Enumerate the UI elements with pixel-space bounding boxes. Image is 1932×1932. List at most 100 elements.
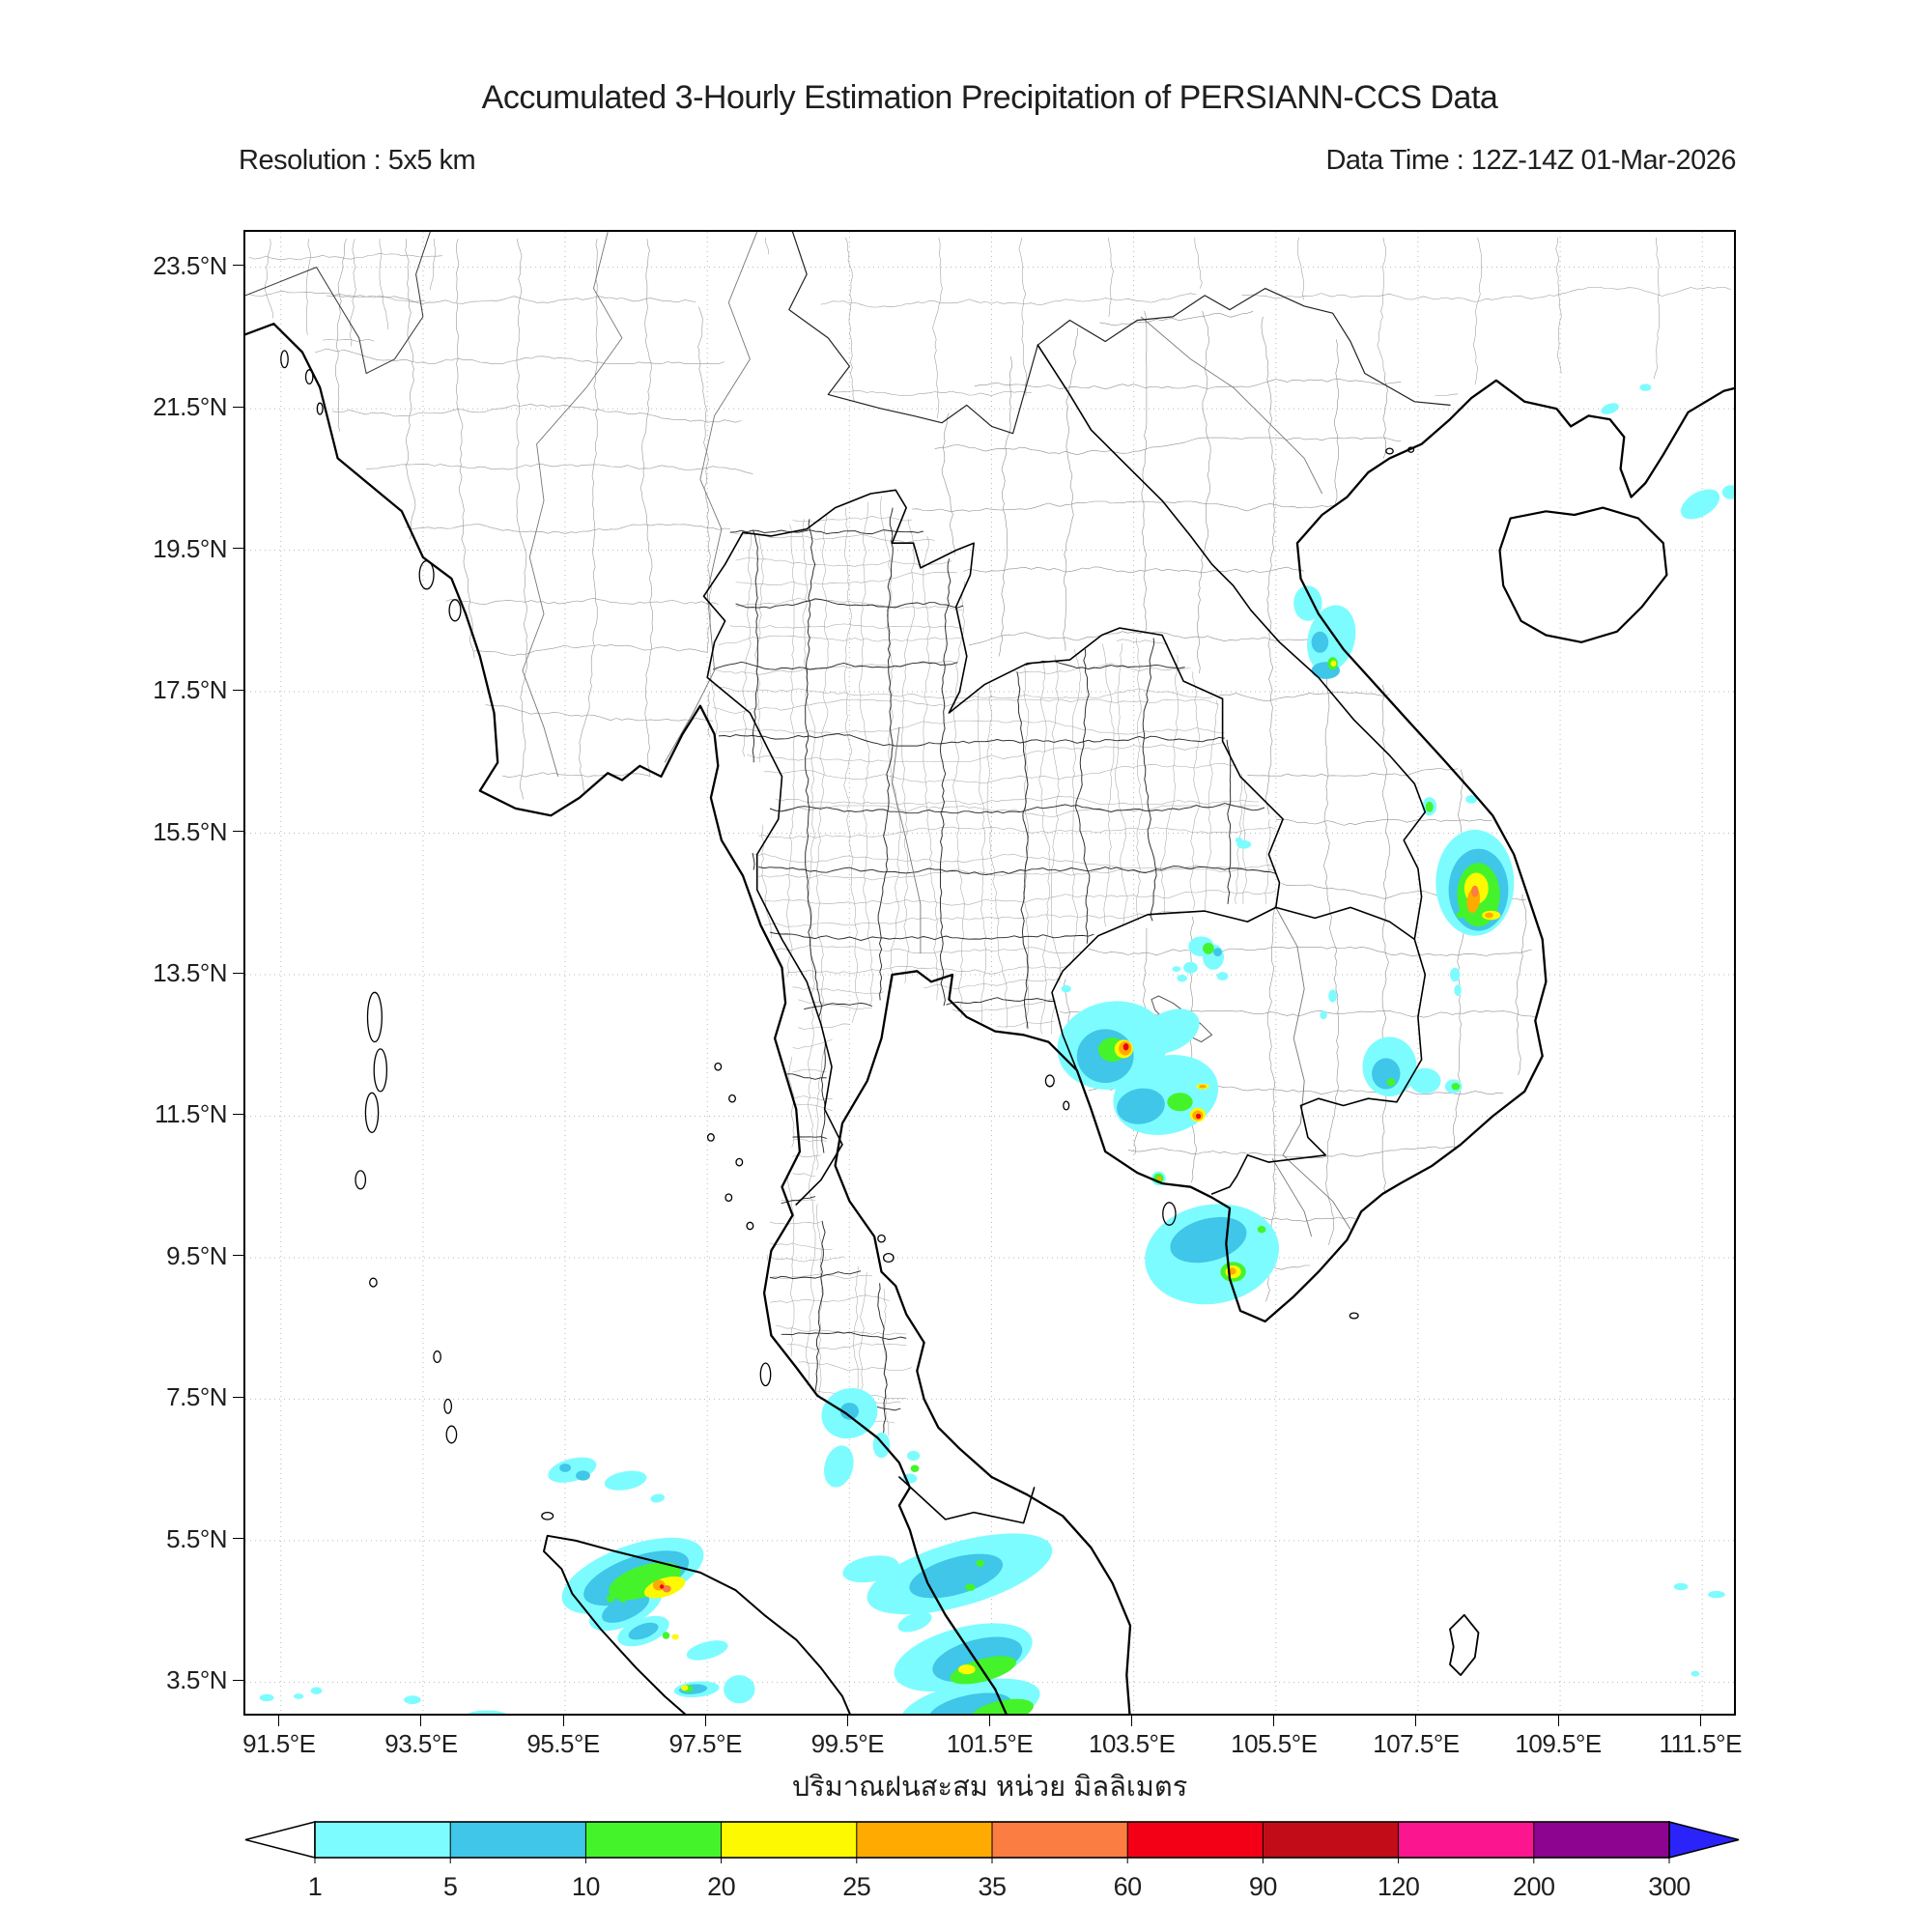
precip-cell: [1061, 984, 1071, 993]
precip-cell: [1213, 948, 1222, 956]
x-tick: [1415, 1716, 1417, 1726]
precip-cell: [1456, 911, 1465, 919]
precip-cell: [971, 1698, 1034, 1714]
colorbar-tick-label: 300: [1648, 1872, 1690, 1901]
precip-cell: [1177, 975, 1187, 982]
precip-cell: [1216, 972, 1229, 980]
colorbar-segment: [1533, 1822, 1669, 1858]
precip-cell: [628, 1622, 659, 1640]
precip-cell: [659, 1584, 665, 1589]
x-tick-label: 93.5°E: [384, 1729, 458, 1758]
y-tick: [233, 972, 243, 974]
colorbar-svg: [244, 1821, 1740, 1863]
precip-cell: [1372, 1058, 1401, 1090]
districts-bangladesh: [248, 239, 442, 347]
precip-cell: [1680, 489, 1720, 520]
page-title: Accumulated 3-Hourly Estimation Precipit…: [481, 79, 1498, 116]
precip-cell: [609, 1562, 681, 1601]
precip-cell: [662, 1632, 670, 1639]
precip-cell: [1293, 585, 1322, 621]
map-svg: [245, 232, 1734, 1714]
provinces-thailand: [712, 507, 1276, 1436]
x-tick-label: 109.5°E: [1515, 1729, 1602, 1758]
precip-cell: [1386, 1077, 1396, 1087]
precip-cell: [1117, 1088, 1165, 1124]
precip-cell: [824, 1445, 854, 1488]
y-tick-label: 13.5°N: [153, 958, 227, 987]
y-tick-label: 23.5°N: [153, 250, 227, 280]
colorbar-segment: [1127, 1822, 1264, 1858]
y-tick-label: 17.5°N: [153, 675, 227, 705]
x-tick-label: 97.5°E: [668, 1729, 743, 1758]
colorbar-tick-label: 5: [442, 1872, 458, 1901]
x-tick-label: 95.5°E: [526, 1729, 600, 1758]
precip-cell: [1721, 485, 1734, 499]
precip-cell: [958, 1664, 976, 1675]
y-tick: [233, 265, 243, 267]
precip-cell: [1690, 1670, 1700, 1677]
colorbar-tick-label: 200: [1513, 1872, 1555, 1901]
precip-cell: [576, 1470, 590, 1481]
x-tick-label: 105.5°E: [1231, 1729, 1318, 1758]
precip-cell: [1485, 912, 1493, 919]
x-tick-label: 111.5°E: [1659, 1729, 1742, 1758]
precip-cell: [1708, 1590, 1725, 1599]
colorbar-segment: [721, 1822, 857, 1858]
precip-cell: [604, 1470, 647, 1491]
x-tick-label: 91.5°E: [242, 1729, 316, 1758]
x-tick: [562, 1716, 564, 1726]
colorbar-tick-label: 60: [1113, 1872, 1143, 1901]
y-tick: [233, 831, 243, 833]
precip-cell: [468, 1710, 507, 1714]
precip-cell: [259, 1693, 274, 1702]
colorbar-tick-label: 35: [978, 1872, 1007, 1901]
precip-cell: [1199, 1084, 1207, 1089]
y-tick: [233, 1396, 243, 1398]
precip-cell: [897, 1611, 932, 1633]
precip-cell: [1235, 837, 1243, 843]
x-tick: [704, 1716, 706, 1726]
colorbar-tick-label: 1: [307, 1872, 323, 1901]
precip-cell: [686, 1640, 728, 1661]
colorbar-segment: [1398, 1822, 1534, 1858]
y-tick-label: 5.5°N: [166, 1523, 227, 1553]
y-tick-label: 19.5°N: [153, 533, 227, 563]
precip-cell: [965, 1583, 976, 1591]
precip-cell: [1639, 384, 1652, 391]
x-tick-label: 103.5°E: [1088, 1729, 1176, 1758]
y-tick: [233, 1679, 243, 1681]
precip-cell: [928, 1692, 1012, 1714]
precip-cell: [1203, 943, 1214, 954]
y-tick-label: 7.5°N: [166, 1382, 227, 1412]
provinces-myanmar: [315, 239, 753, 800]
y-tick: [233, 1255, 243, 1257]
y-tick: [233, 406, 243, 408]
precip-cell: [548, 1457, 597, 1483]
precip-cell: [1257, 1226, 1266, 1234]
precip-cell: [907, 1450, 921, 1462]
resolution-label: Resolution : 5x5 km: [239, 145, 476, 176]
precip-cell: [294, 1693, 304, 1699]
coastlines-borders: [245, 232, 1734, 1714]
colorbar-segment: [315, 1822, 451, 1858]
precip-cell: [1139, 1009, 1200, 1054]
x-tick: [420, 1716, 422, 1726]
provinces-china: [764, 237, 1731, 419]
colorbar-tick-label: 20: [707, 1872, 736, 1901]
colorbar-title-thai: ปริมาณฝนสะสม หน่วย มิลลิเมตร: [791, 1772, 1188, 1803]
colorbar-segment: [992, 1822, 1128, 1858]
x-tick: [846, 1716, 848, 1726]
precip-cell: [1172, 966, 1181, 972]
y-tick: [233, 1113, 243, 1115]
precip-cell: [606, 1595, 615, 1603]
precip-cell: [839, 1403, 860, 1420]
colorbar-segment: [585, 1822, 722, 1858]
colorbar-underflow-arrow: [244, 1821, 316, 1859]
precip-cell: [650, 1493, 666, 1503]
precip-cell: [1465, 795, 1477, 804]
y-tick-label: 3.5°N: [166, 1665, 227, 1695]
precip-cell: [910, 1464, 920, 1472]
precip-cell: [1409, 1067, 1441, 1094]
precip-cell: [602, 1593, 650, 1623]
colorbar: [238, 1818, 1750, 1866]
